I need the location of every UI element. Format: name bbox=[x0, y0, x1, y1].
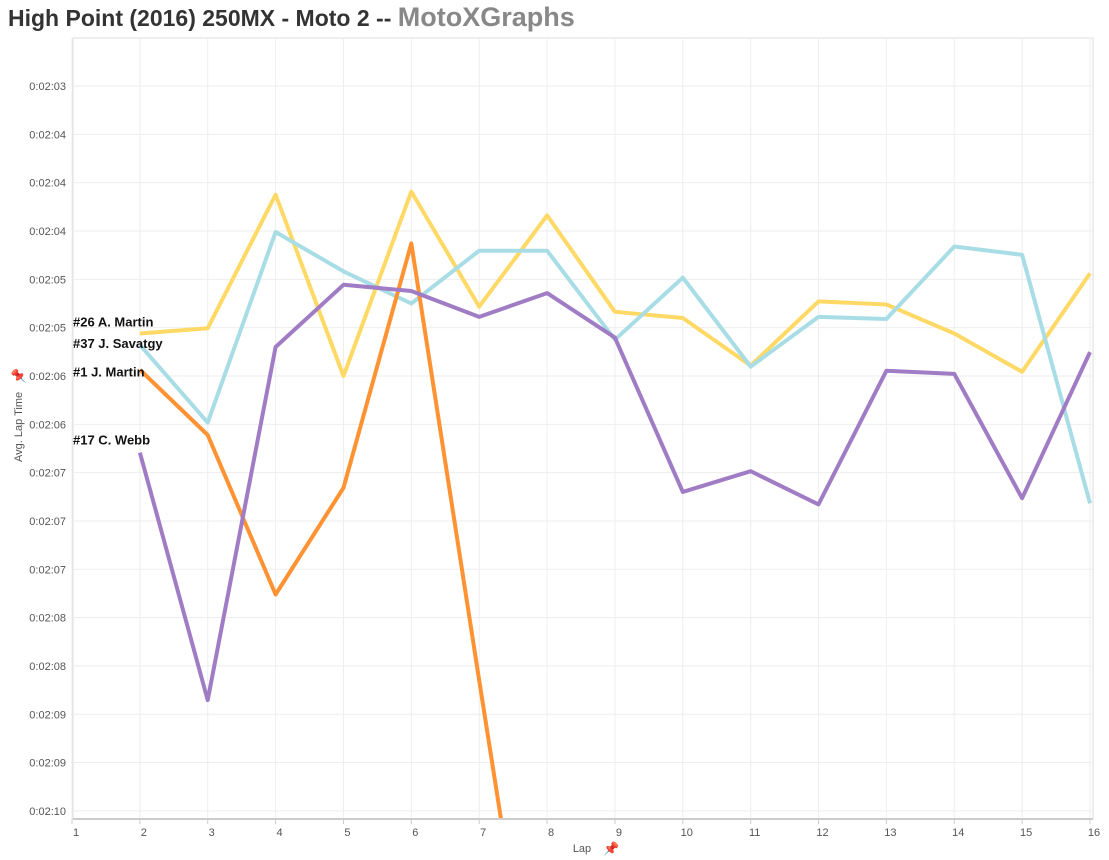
x-tick-label: 10 bbox=[681, 827, 693, 839]
y-tick-label: 0:02:06 bbox=[29, 371, 66, 383]
x-tick-label: 14 bbox=[952, 827, 964, 839]
y-tick-label: 0:02:04 bbox=[29, 129, 66, 141]
series-line-4[interactable] bbox=[137, 282, 1092, 703]
brand-logo[interactable]: MotoXGraphs bbox=[397, 2, 575, 32]
x-tick-label: 11 bbox=[749, 827, 760, 839]
series-label: #26 A. Martin bbox=[73, 315, 153, 330]
series-line-1[interactable] bbox=[139, 189, 1092, 378]
y-tick-label: 0:02:03 bbox=[29, 81, 66, 93]
x-tick-label: 13 bbox=[884, 827, 896, 839]
y-axis-label: Avg. Lap Time bbox=[13, 392, 25, 462]
pin-icon[interactable]: 📌 bbox=[10, 368, 26, 384]
x-tick-label: 15 bbox=[1020, 827, 1032, 839]
pin-icon[interactable]: 📌 bbox=[603, 840, 619, 856]
x-axis-title: Lap 📌 bbox=[573, 840, 619, 856]
x-tick-label: 2 bbox=[141, 827, 147, 839]
y-tick-label: 0:02:09 bbox=[29, 709, 66, 721]
y-tick-label: 0:02:09 bbox=[29, 758, 66, 770]
y-tick-label: 0:02:07 bbox=[29, 516, 66, 528]
y-tick-label: 0:02:05 bbox=[29, 274, 66, 286]
y-tick-label: 0:02:08 bbox=[29, 613, 66, 625]
series-label: #1 J. Martin bbox=[73, 365, 145, 380]
x-tick-label: 4 bbox=[277, 827, 283, 839]
title-main: High Point (2016) 250MX - Moto 2 -- bbox=[8, 5, 392, 31]
x-tick-label: 3 bbox=[209, 827, 215, 839]
y-tick-label: 0:02:04 bbox=[29, 226, 66, 238]
y-tick-label: 0:02:05 bbox=[29, 323, 66, 335]
y-tick-label: 0:02:07 bbox=[29, 468, 66, 480]
plot-area bbox=[72, 37, 1094, 820]
x-tick-label: 6 bbox=[412, 827, 418, 839]
y-tick-label: 0:02:06 bbox=[29, 419, 66, 431]
x-tick-label: 1 bbox=[73, 827, 79, 839]
y-tick-label: 0:02:07 bbox=[29, 564, 66, 576]
series-label: #17 C. Webb bbox=[73, 433, 150, 448]
x-tick-label: 16 bbox=[1088, 827, 1100, 839]
y-tick-label: 0:02:08 bbox=[29, 661, 66, 673]
series-line-3[interactable] bbox=[138, 241, 503, 820]
x-tick-label: 12 bbox=[816, 827, 828, 839]
chart-title: High Point (2016) 250MX - Moto 2 -- Moto… bbox=[8, 2, 575, 33]
y-tick-label: 0:02:04 bbox=[29, 178, 66, 190]
y-tick-label: 0:02:10 bbox=[29, 806, 66, 818]
y-axis-title: Avg. Lap Time 📌 bbox=[10, 368, 26, 462]
x-tick-label: 8 bbox=[548, 827, 554, 839]
x-axis-label: Lap bbox=[573, 843, 591, 855]
x-tick-label: 7 bbox=[480, 827, 486, 839]
x-tick-label: 5 bbox=[344, 827, 350, 839]
x-tick-label: 9 bbox=[616, 827, 622, 839]
series-label: #37 J. Savatgy bbox=[73, 336, 163, 351]
